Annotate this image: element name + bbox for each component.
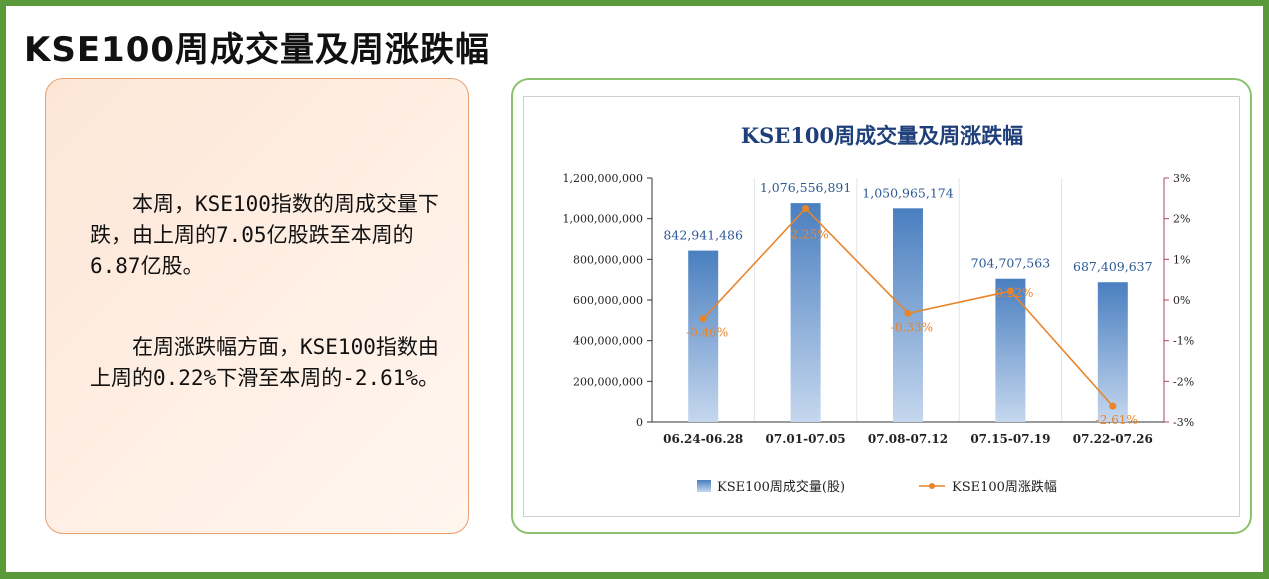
change-paragraph: 在周涨跌幅方面，KSE100指数由上周的0.22%下滑至本周的-2.61%。	[90, 335, 440, 390]
chart-title: KSE100周成交量及周涨跌幅	[741, 123, 1023, 148]
summary-panel: 本周，KSE100指数的周成交量下跌，由上周的7.05亿股跌至本周的6.87亿股…	[45, 78, 469, 534]
change-point-label: 2.25%	[791, 228, 829, 242]
volume-bar-label: 687,409,637	[1073, 259, 1153, 274]
volume-bar-label: 842,941,486	[663, 228, 743, 243]
volume-bar-label: 1,050,965,174	[862, 185, 953, 200]
change-point-label: -0.46%	[686, 326, 728, 340]
change-point	[1006, 287, 1014, 295]
change-point	[1109, 402, 1117, 410]
left-tick-label: 200,000,000	[573, 375, 643, 388]
x-tick-label: 07.01-07.05	[766, 432, 846, 446]
change-point-label: 0.22%	[995, 286, 1033, 300]
legend-swatch-volume	[697, 480, 711, 492]
left-tick-label: 1,200,000,000	[563, 172, 643, 185]
legend-marker-change	[929, 483, 935, 489]
x-tick-label: 07.15-07.19	[970, 432, 1050, 446]
left-tick-label: 600,000,000	[573, 294, 643, 307]
left-tick-label: 800,000,000	[573, 253, 643, 266]
right-tick-label: 1%	[1173, 253, 1190, 266]
volume-paragraph: 本周，KSE100指数的周成交量下跌，由上周的7.05亿股跌至本周的6.87亿股…	[90, 192, 439, 278]
chart-svg: KSE100周成交量及周涨跌幅 0 200,000,000 400,000,000 6…	[563, 123, 1195, 495]
change-point-label: -2.61%	[1096, 413, 1138, 427]
legend-label-volume: KSE100周成交量(股)	[717, 479, 845, 495]
x-tick-label: 07.08-07.12	[868, 432, 948, 446]
volume-bar	[790, 203, 821, 422]
left-tick-label: 1,000,000,000	[563, 213, 643, 226]
legend-label-change: KSE100周涨跌幅	[952, 479, 1057, 495]
page-title: KSE100周成交量及周涨跌幅	[24, 30, 491, 70]
right-tick-label: 2%	[1173, 213, 1190, 226]
volume-bar	[995, 278, 1026, 422]
change-point	[699, 315, 707, 323]
right-tick-label: 0%	[1173, 294, 1190, 307]
right-tick-label: 3%	[1173, 172, 1190, 185]
volume-bar-label: 704,707,563	[971, 256, 1051, 271]
volume-bar	[688, 250, 719, 422]
left-tick-label: 400,000,000	[573, 335, 643, 348]
change-point	[802, 205, 810, 212]
change-point	[904, 309, 912, 317]
right-tick-label: -1%	[1173, 335, 1194, 348]
x-tick-label: 06.24-06.28	[663, 432, 743, 446]
right-tick-label: -2%	[1173, 375, 1194, 388]
x-tick-label: 07.22-07.26	[1073, 432, 1153, 446]
right-tick-label: -3%	[1173, 416, 1194, 429]
volume-bar	[1097, 282, 1128, 422]
volume-bar-label: 1,076,556,891	[760, 180, 851, 195]
left-tick-label: 0	[636, 416, 643, 429]
change-point-label: -0.33%	[891, 320, 933, 334]
chart-frame: KSE100周成交量及周涨跌幅 0 200,000,000 400,000,000 6…	[523, 96, 1240, 517]
